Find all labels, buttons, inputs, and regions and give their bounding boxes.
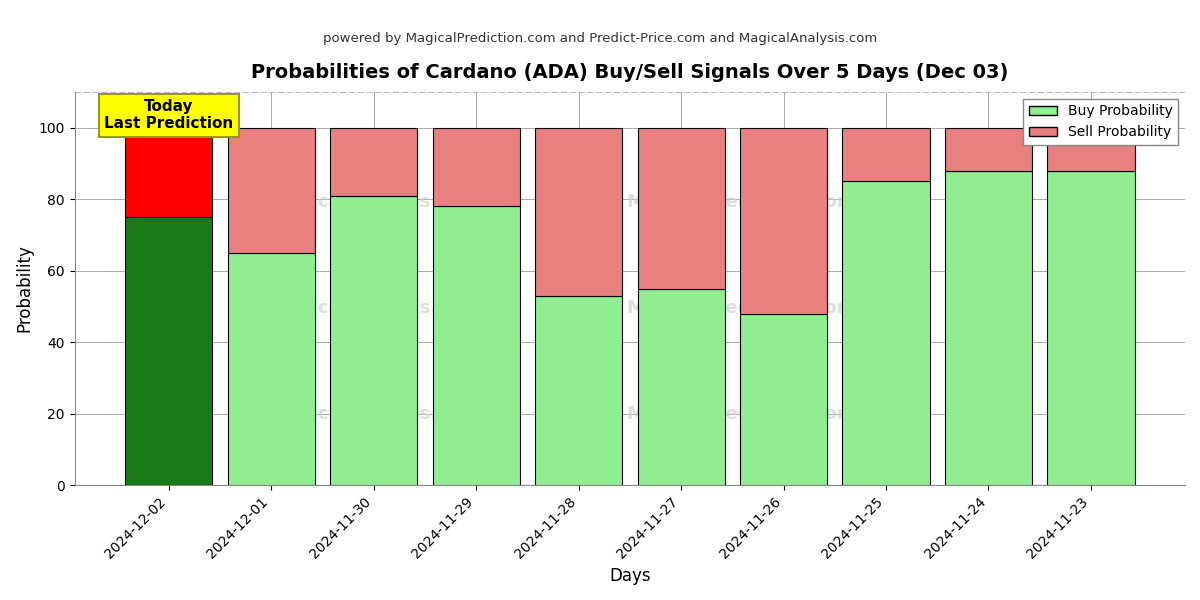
Bar	[637, 128, 725, 289]
Bar	[740, 314, 827, 485]
X-axis label: Days: Days	[610, 567, 650, 585]
Bar	[228, 253, 314, 485]
Bar	[842, 181, 930, 485]
Bar	[125, 217, 212, 485]
Bar	[944, 170, 1032, 485]
Text: MagicalPrediction.com: MagicalPrediction.com	[626, 406, 856, 424]
Bar	[944, 128, 1032, 170]
Text: MagicalAnalysis.com: MagicalAnalysis.com	[270, 193, 479, 211]
Bar	[842, 128, 930, 181]
Y-axis label: Probability: Probability	[16, 245, 34, 332]
Text: MagicalAnalysis.com: MagicalAnalysis.com	[270, 406, 479, 424]
Bar	[432, 128, 520, 206]
Bar	[330, 196, 418, 485]
Bar	[330, 128, 418, 196]
Bar	[432, 206, 520, 485]
Text: powered by MagicalPrediction.com and Predict-Price.com and MagicalAnalysis.com: powered by MagicalPrediction.com and Pre…	[323, 32, 877, 45]
Bar	[637, 289, 725, 485]
Bar	[535, 296, 622, 485]
Title: Probabilities of Cardano (ADA) Buy/Sell Signals Over 5 Days (Dec 03): Probabilities of Cardano (ADA) Buy/Sell …	[251, 63, 1008, 82]
Text: MagicalAnalysis.com: MagicalAnalysis.com	[270, 299, 479, 317]
Bar	[1048, 128, 1134, 170]
Bar	[535, 128, 622, 296]
Legend: Buy Probability, Sell Probability: Buy Probability, Sell Probability	[1024, 99, 1178, 145]
Text: Today
Last Prediction: Today Last Prediction	[104, 99, 233, 131]
Bar	[125, 128, 212, 217]
Text: MagicalPrediction.com: MagicalPrediction.com	[626, 299, 856, 317]
Text: MagicalPrediction.com: MagicalPrediction.com	[626, 193, 856, 211]
Bar	[740, 128, 827, 314]
Bar	[1048, 170, 1134, 485]
Bar	[228, 128, 314, 253]
